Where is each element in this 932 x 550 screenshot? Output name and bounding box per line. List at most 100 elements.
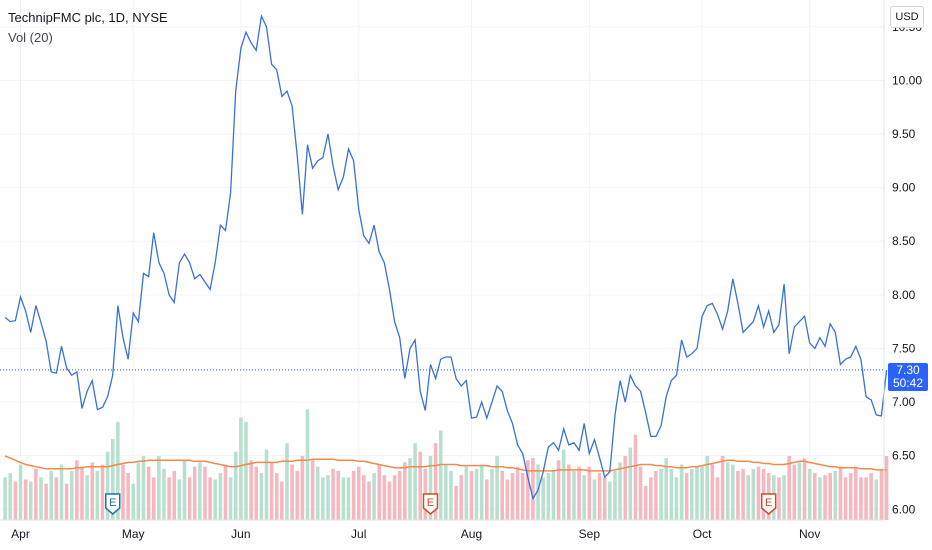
volume-bar	[8, 473, 13, 520]
volume-bar	[669, 468, 674, 520]
volume-bar	[377, 464, 382, 520]
volume-bar	[157, 456, 161, 520]
earnings-marker[interactable]: E	[760, 493, 777, 515]
last-price-value: 7.30	[896, 362, 920, 377]
volume-bar	[285, 443, 289, 520]
currency-button[interactable]: USD	[890, 6, 924, 28]
volume-bar	[80, 466, 84, 520]
volume-bar	[372, 473, 376, 520]
volume-bar	[418, 451, 423, 520]
volume-bar	[167, 477, 171, 520]
volume-bar	[520, 473, 525, 520]
volume-bar	[731, 464, 735, 520]
volume-bar	[531, 458, 535, 520]
volume-bar	[351, 470, 356, 520]
y-tick-label: 8.50	[892, 234, 916, 248]
y-tick-label: 6.50	[892, 449, 916, 463]
volume-bar	[505, 479, 510, 520]
volume-bar	[321, 477, 325, 520]
volume-bar	[659, 468, 663, 520]
volume-bar	[54, 477, 59, 520]
volume-bar	[633, 434, 638, 520]
volume-bar	[802, 458, 807, 520]
volume-bar	[469, 470, 474, 520]
volume-bar	[433, 443, 438, 520]
volume-bar	[105, 451, 110, 520]
y-tick-label: 8.00	[892, 288, 916, 302]
volume-bar	[500, 470, 505, 520]
volume-bar	[838, 466, 843, 520]
x-tick-label: Nov	[799, 527, 820, 541]
volume-ma-line	[4, 455, 887, 472]
volume-bar	[741, 468, 745, 520]
volume-bar	[556, 460, 561, 520]
volume-bar	[13, 481, 18, 520]
volume-bar	[172, 470, 177, 520]
earnings-marker[interactable]: E	[422, 493, 439, 515]
price-axis[interactable]: 10.5010.009.509.008.508.007.507.006.506.…	[892, 20, 922, 516]
volume-bar	[182, 460, 187, 520]
volume-bar	[269, 462, 274, 520]
volume-bar	[818, 477, 822, 520]
volume-bar	[121, 464, 125, 520]
volume-bar	[131, 483, 136, 520]
earnings-marker[interactable]: E	[104, 493, 121, 515]
x-tick-label: Apr	[11, 527, 30, 541]
volume-bar	[746, 475, 750, 520]
volume-bar	[223, 464, 228, 520]
volume-bar	[69, 470, 74, 520]
volume-bar	[331, 468, 335, 520]
volume-bar	[444, 464, 448, 520]
last-price-tag: 7.30 50:42	[888, 362, 928, 391]
volume-bar	[310, 460, 315, 520]
volume-bar	[679, 464, 684, 520]
volume-bar	[146, 466, 151, 520]
volume-bar	[777, 477, 781, 520]
volume-bar	[326, 475, 330, 520]
volume-bar	[592, 479, 597, 520]
volume-bar	[218, 473, 223, 520]
symbol-title[interactable]: TechnipFMC plc, 1D, NYSE	[8, 10, 168, 25]
volume-bar	[864, 477, 868, 520]
volume-bar	[807, 468, 812, 520]
grid-lines	[0, 0, 884, 520]
volume-title[interactable]: Vol (20)	[8, 30, 53, 45]
y-tick-label: 7.50	[892, 341, 916, 355]
volume-bar	[244, 421, 248, 520]
volume-bar	[64, 483, 69, 520]
volume-bar	[274, 473, 279, 520]
volume-bar	[695, 466, 699, 520]
volume-bar	[823, 475, 827, 520]
volume-bar	[208, 477, 212, 520]
volume-bar	[315, 466, 320, 520]
volume-bar	[618, 462, 622, 520]
volume-bar	[90, 462, 95, 520]
volume-bar	[382, 475, 387, 520]
volume-bar	[474, 468, 479, 520]
volume-bar	[362, 475, 366, 520]
y-tick-label: 9.00	[892, 181, 916, 195]
volume-bar	[684, 473, 689, 520]
x-tick-label: Jul	[351, 527, 366, 541]
volume-bar	[587, 466, 592, 520]
volume-bar	[690, 468, 694, 520]
earnings-marker-shape	[104, 493, 121, 515]
volume-bar	[828, 473, 832, 520]
volume-bar	[782, 475, 786, 520]
volume-bar	[577, 466, 581, 520]
volume-bar	[510, 473, 515, 520]
volume-bar	[346, 477, 351, 520]
time-axis[interactable]: Apr May Jun Jul Aug Sep Oct Nov	[11, 527, 820, 541]
x-tick-label: May	[122, 527, 145, 541]
volume-bar	[3, 477, 7, 520]
x-tick-label: Jun	[231, 527, 250, 541]
volume-bar	[75, 460, 79, 520]
y-tick-label: 10.00	[892, 73, 922, 87]
volume-bar	[623, 456, 627, 520]
volume-bar	[700, 466, 704, 520]
volume-bar	[479, 464, 484, 520]
volume-bar	[874, 479, 879, 520]
volume-bar	[392, 475, 397, 520]
volume-bar	[813, 473, 817, 520]
